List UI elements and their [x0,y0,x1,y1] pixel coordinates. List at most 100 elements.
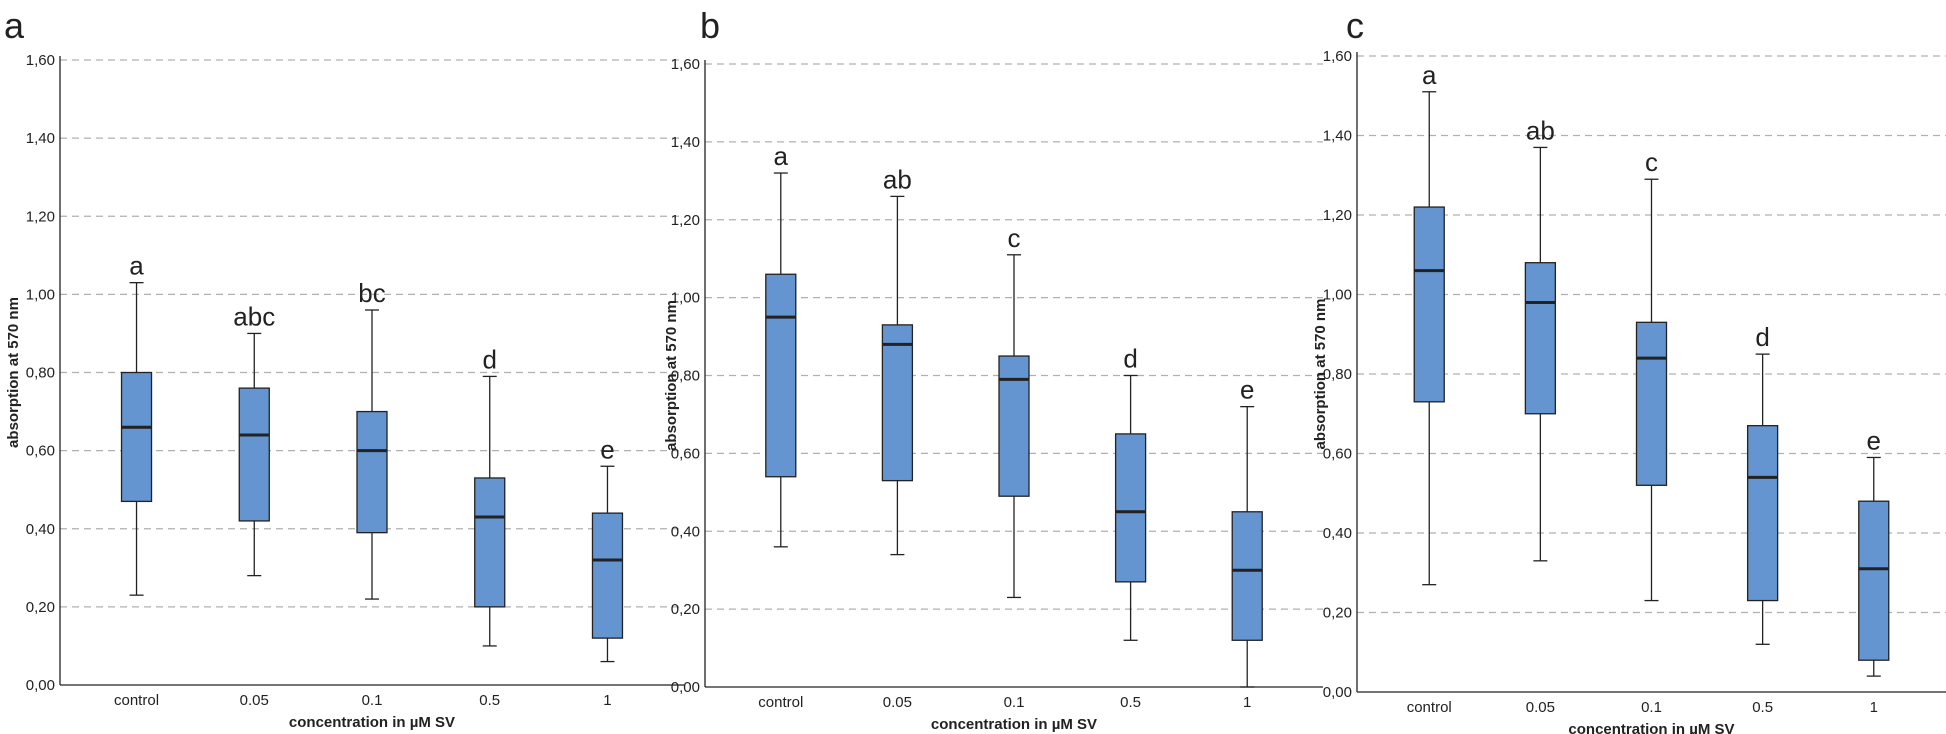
y-tick-label: 0,00 [1323,684,1352,701]
x-tick-label: 0.5 [479,692,500,709]
x-tick-label: 0.1 [362,692,383,709]
panel-label: b [700,5,720,46]
box-0.05: abc [233,301,275,577]
iqr-box [474,477,506,608]
box-control: a [765,141,797,548]
y-tick-label: 0,40 [26,521,55,538]
box-0.1: c [998,223,1030,599]
iqr-box [356,410,388,534]
iqr-box [1746,425,1779,602]
significance-letter: a [1422,60,1437,90]
x-tick-label: 1 [1243,694,1251,711]
x-tick-label: 0.1 [1004,694,1025,711]
iqr-box [1524,262,1557,415]
significance-letter: a [774,141,789,171]
chart-panel-a: a 0,00 0,20 0,40 0,60 0,80 1,00 1,20 1,40 1,60 abs… [4,5,684,731]
significance-letter: e [600,434,614,464]
y-tick-label: 1,20 [1323,207,1352,224]
x-tick-label: 0.5 [1120,694,1141,711]
iqr-box [1858,500,1890,661]
x-tick-label: 0.1 [1641,699,1662,716]
x-axis-title: concentration in µM SV [289,714,455,731]
significance-letter: d [483,344,497,374]
y-tick-label: 0,60 [26,443,55,460]
chart-panel-b: b 0,00 0,20 0,40 0,60 0,80 1,00 1,20 1,40 1,60 abs… [663,5,1323,733]
significance-letter: abc [233,301,275,331]
y-axis-title: absorption at 570 nm [1312,299,1329,450]
y-tick-label: 0,80 [671,368,700,385]
iqr-box [591,512,624,639]
box-control: a [1413,60,1445,586]
x-tick-label: 0.05 [1526,699,1555,716]
iqr-box [765,273,797,478]
iqr-box [238,387,270,522]
box-0.5: d [474,344,506,647]
y-tick-label: 0,60 [671,445,700,462]
y-tick-label: 0,00 [671,679,700,696]
significance-letter: c [1008,223,1021,253]
iqr-box [1114,433,1147,583]
significance-letter: a [129,251,144,281]
y-tick-label: 0,60 [1323,446,1352,463]
x-tick-label: 1 [1870,699,1878,716]
x-axis-title: concentration in µM SV [1568,721,1734,734]
iqr-box [1413,206,1445,403]
significance-letter: e [1867,425,1881,455]
x-axis-title: concentration in µM SV [931,716,1097,733]
panel-label: c [1346,5,1364,46]
y-tick-label: 1,00 [1323,287,1352,304]
y-axis-title: absorption at 570 nm [5,297,22,448]
box-control: a [120,251,153,596]
significance-letter: ab [1526,115,1555,145]
y-tick-label: 1,20 [26,208,55,225]
box-0.05: ab [1524,115,1557,562]
y-tick-label: 0,20 [1323,605,1352,622]
y-tick-label: 1,00 [671,290,700,307]
x-tick-label: 0.05 [240,692,269,709]
iqr-box [1635,321,1668,486]
significance-letter: d [1123,344,1137,374]
x-tick-label: 0.5 [1752,699,1773,716]
box-1: e [1858,425,1890,677]
iqr-box [998,355,1030,497]
box-0.5: d [1746,322,1779,645]
significance-letter: d [1755,322,1769,352]
y-axis-title: absorption at 570 nm [663,300,680,451]
y-tick-label: 1,60 [26,52,55,69]
significance-letter: c [1645,147,1658,177]
box-1: e [591,434,624,663]
box-1: e [1231,375,1263,688]
y-tick-label: 1,40 [1323,128,1352,145]
y-tick-label: 1,00 [26,286,55,303]
iqr-box [120,371,153,503]
x-tick-label: 1 [603,692,611,709]
y-tick-label: 0,40 [671,523,700,540]
y-tick-label: 0,80 [1323,366,1352,383]
x-tick-label: control [758,694,803,711]
x-tick-label: 0.05 [883,694,912,711]
iqr-box [1231,511,1263,641]
chart-panel-c: c 0,00 0,20 0,40 0,60 0,80 1,00 1,20 1,40 1,60 abs… [1312,5,1946,734]
y-tick-label: 0,40 [1323,525,1352,542]
significance-letter: ab [883,164,912,194]
y-tick-label: 1,60 [671,56,700,73]
y-tick-label: 0,20 [671,601,700,618]
x-tick-label: control [114,692,159,709]
panel-label: a [4,5,25,46]
significance-letter: bc [358,278,385,308]
y-tick-label: 1,40 [671,134,700,151]
y-tick-label: 1,40 [26,130,55,147]
box-0.5: d [1114,344,1147,641]
y-tick-label: 1,60 [1323,48,1352,65]
iqr-box [881,324,914,482]
y-tick-label: 1,20 [671,212,700,229]
significance-letter: e [1240,375,1254,405]
x-tick-label: control [1407,699,1452,716]
y-tick-label: 0,80 [26,365,55,382]
y-tick-label: 0,20 [26,599,55,616]
box-0.05: ab [881,164,914,556]
y-tick-label: 0,00 [26,677,55,694]
box-0.1: c [1635,147,1668,602]
box-0.1: bc [356,278,388,600]
